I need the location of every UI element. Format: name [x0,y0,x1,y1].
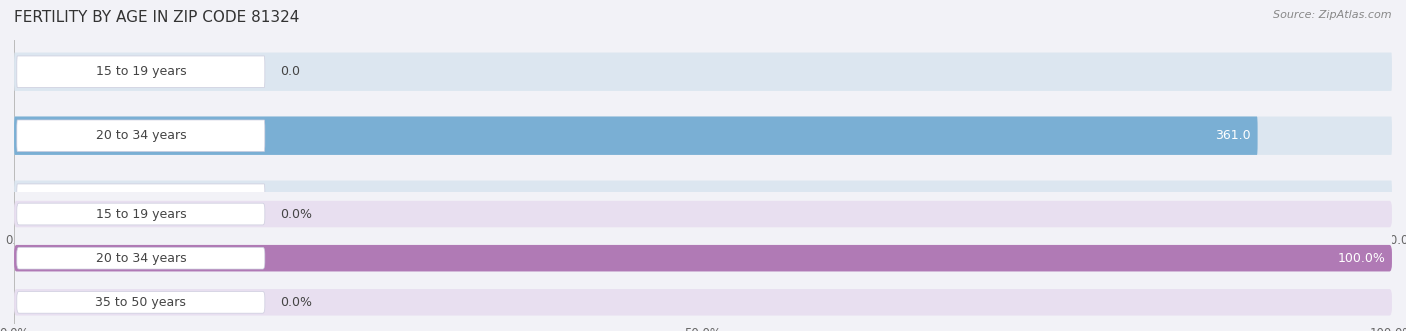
FancyBboxPatch shape [17,184,264,215]
Text: 20 to 34 years: 20 to 34 years [96,252,186,265]
Text: FERTILITY BY AGE IN ZIP CODE 81324: FERTILITY BY AGE IN ZIP CODE 81324 [14,10,299,25]
Text: 0.0: 0.0 [280,65,299,78]
FancyBboxPatch shape [17,292,264,313]
Text: 0.0%: 0.0% [280,296,312,309]
Text: 20 to 34 years: 20 to 34 years [96,129,186,142]
Text: 361.0: 361.0 [1215,129,1251,142]
Text: 15 to 19 years: 15 to 19 years [96,65,186,78]
FancyBboxPatch shape [17,247,264,269]
FancyBboxPatch shape [17,120,264,152]
FancyBboxPatch shape [14,117,1392,155]
FancyBboxPatch shape [17,56,264,87]
FancyBboxPatch shape [14,201,1392,227]
FancyBboxPatch shape [14,117,1257,155]
Text: 15 to 19 years: 15 to 19 years [96,208,186,220]
FancyBboxPatch shape [14,289,1392,315]
FancyBboxPatch shape [14,245,1392,271]
FancyBboxPatch shape [17,203,264,225]
Text: 35 to 50 years: 35 to 50 years [96,296,186,309]
FancyBboxPatch shape [14,245,1392,271]
Text: 35 to 50 years: 35 to 50 years [96,193,186,206]
Text: 100.0%: 100.0% [1337,252,1385,265]
FancyBboxPatch shape [14,53,1392,91]
Text: 0.0%: 0.0% [280,208,312,220]
Text: 0.0: 0.0 [280,193,299,206]
FancyBboxPatch shape [14,180,1392,219]
Text: Source: ZipAtlas.com: Source: ZipAtlas.com [1274,10,1392,20]
